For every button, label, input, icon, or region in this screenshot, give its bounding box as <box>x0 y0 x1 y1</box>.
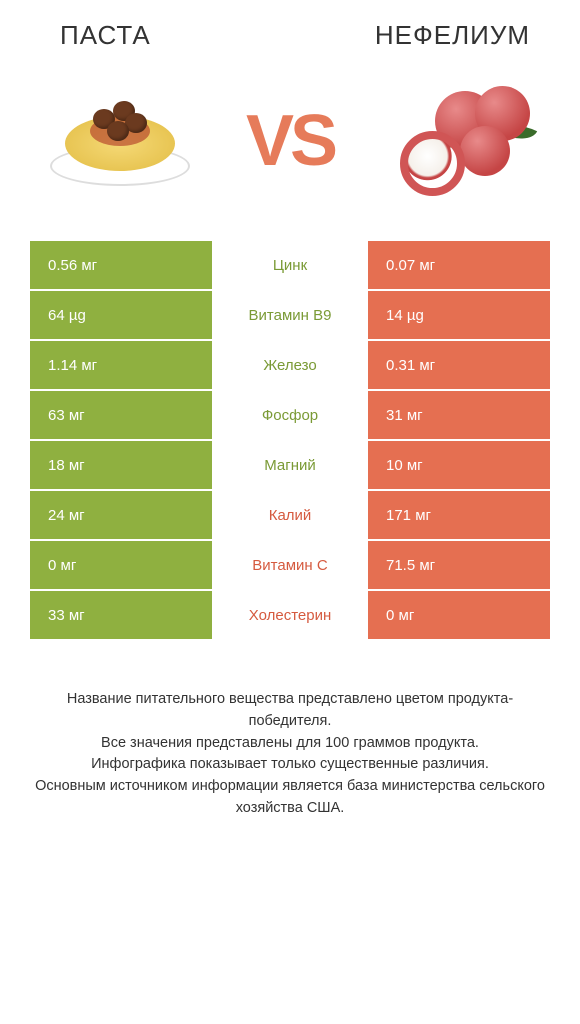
nutrient-name-cell: Холестерин <box>212 591 368 639</box>
footnote-line: Основным источником информации является … <box>35 778 545 816</box>
comparison-row: 64 µgВитамин B914 µg <box>30 291 550 339</box>
nutrient-name-cell: Витамин C <box>212 541 368 589</box>
right-value-cell: 171 мг <box>368 491 550 539</box>
left-value-cell: 0.56 мг <box>30 241 212 289</box>
right-value-cell: 14 µg <box>368 291 550 339</box>
comparison-row: 18 мгМагний10 мг <box>30 441 550 489</box>
vs-label: VS <box>246 100 334 182</box>
right-product-image <box>380 81 540 201</box>
right-value-cell: 0 мг <box>368 591 550 639</box>
left-value-cell: 63 мг <box>30 391 212 439</box>
footnote: Название питательного вещества представл… <box>30 689 550 820</box>
left-value-cell: 18 мг <box>30 441 212 489</box>
comparison-row: 63 мгФосфор31 мг <box>30 391 550 439</box>
comparison-row: 0 мгВитамин C71.5 мг <box>30 541 550 589</box>
left-value-cell: 1.14 мг <box>30 341 212 389</box>
left-product-title: Паста <box>30 20 264 51</box>
nutrient-name-cell: Калий <box>212 491 368 539</box>
nutrient-name-cell: Магний <box>212 441 368 489</box>
titles-row: Паста Нефелиум <box>30 20 550 51</box>
left-product-image <box>40 81 200 201</box>
nutrient-name-cell: Витамин B9 <box>212 291 368 339</box>
footnote-line: Инфографика показывает только существенн… <box>91 756 489 772</box>
comparison-row: 0.56 мгЦинк0.07 мг <box>30 241 550 289</box>
comparison-row: 24 мгКалий171 мг <box>30 491 550 539</box>
nutrient-name-cell: Железо <box>212 341 368 389</box>
left-value-cell: 33 мг <box>30 591 212 639</box>
nutrient-name-cell: Фосфор <box>212 391 368 439</box>
left-value-cell: 64 µg <box>30 291 212 339</box>
comparison-row: 1.14 мгЖелезо0.31 мг <box>30 341 550 389</box>
right-value-cell: 0.31 мг <box>368 341 550 389</box>
infographic-container: Паста Нефелиум VS 0.56 мгЦинк0.07 мг64 µ… <box>0 0 580 840</box>
left-value-cell: 24 мг <box>30 491 212 539</box>
right-product-title: Нефелиум <box>316 20 550 51</box>
right-value-cell: 0.07 мг <box>368 241 550 289</box>
right-value-cell: 71.5 мг <box>368 541 550 589</box>
right-value-cell: 31 мг <box>368 391 550 439</box>
versus-row: VS <box>30 81 550 201</box>
footnote-line: Название питательного вещества представл… <box>67 691 513 729</box>
left-value-cell: 0 мг <box>30 541 212 589</box>
lychee-icon <box>385 81 535 201</box>
pasta-icon <box>45 91 195 191</box>
right-value-cell: 10 мг <box>368 441 550 489</box>
nutrient-name-cell: Цинк <box>212 241 368 289</box>
footnote-line: Все значения представлены для 100 граммо… <box>101 735 479 751</box>
comparison-row: 33 мгХолестерин0 мг <box>30 591 550 639</box>
comparison-table: 0.56 мгЦинк0.07 мг64 µgВитамин B914 µg1.… <box>30 241 550 639</box>
